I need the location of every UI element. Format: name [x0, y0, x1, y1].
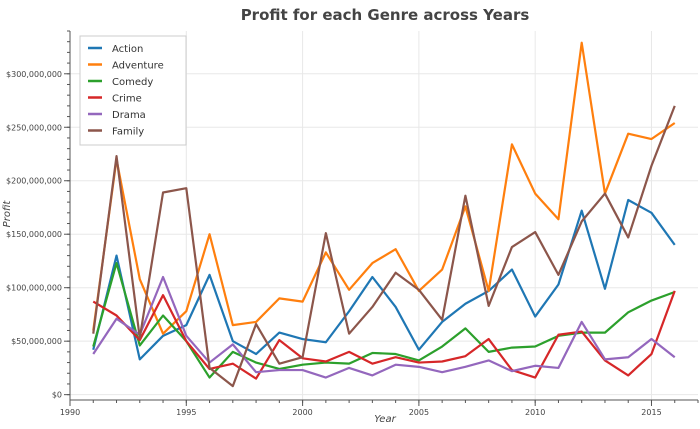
- x-tick-label: 1990: [60, 408, 80, 417]
- y-tick-label: $50,000,000: [11, 337, 62, 346]
- series-line-drama: [92, 275, 676, 379]
- x-tick-label: 2015: [641, 408, 661, 417]
- legend-label-adventure: Adventure: [112, 61, 164, 72]
- chart-title: Profit for each Genre across Years: [241, 6, 530, 24]
- x-tick-label: 1995: [176, 408, 196, 417]
- x-tick-label: 2000: [292, 408, 312, 417]
- y-tick-label: $100,000,000: [6, 284, 62, 293]
- series-line-crime: [92, 290, 676, 380]
- x-tick-label: 2005: [409, 408, 429, 417]
- legend-label-action: Action: [112, 44, 143, 55]
- legend-label-crime: Crime: [112, 94, 142, 105]
- y-tick-label: $250,000,000: [6, 123, 62, 132]
- legend-label-drama: Drama: [112, 110, 146, 121]
- y-tick-label: $200,000,000: [6, 177, 62, 186]
- series-line-action: [92, 198, 676, 361]
- legend-label-family: Family: [112, 127, 144, 138]
- y-tick-label: $0: [52, 391, 62, 400]
- x-axis-label: Year: [374, 414, 396, 425]
- y-axis-label: Profit: [2, 200, 13, 228]
- legend-box: [79, 35, 187, 146]
- x-tick-label: 2010: [525, 408, 545, 417]
- y-tick-label: $300,000,000: [6, 70, 62, 79]
- series-line-adventure: [92, 41, 676, 335]
- series-line-family: [92, 105, 676, 388]
- legend-label-comedy: Comedy: [112, 77, 153, 88]
- y-tick-label: $150,000,000: [6, 230, 62, 239]
- plot-area: 1990 1995 2000 2005 2010 2015 $0 $50,000,000 $10…: [6, 30, 699, 417]
